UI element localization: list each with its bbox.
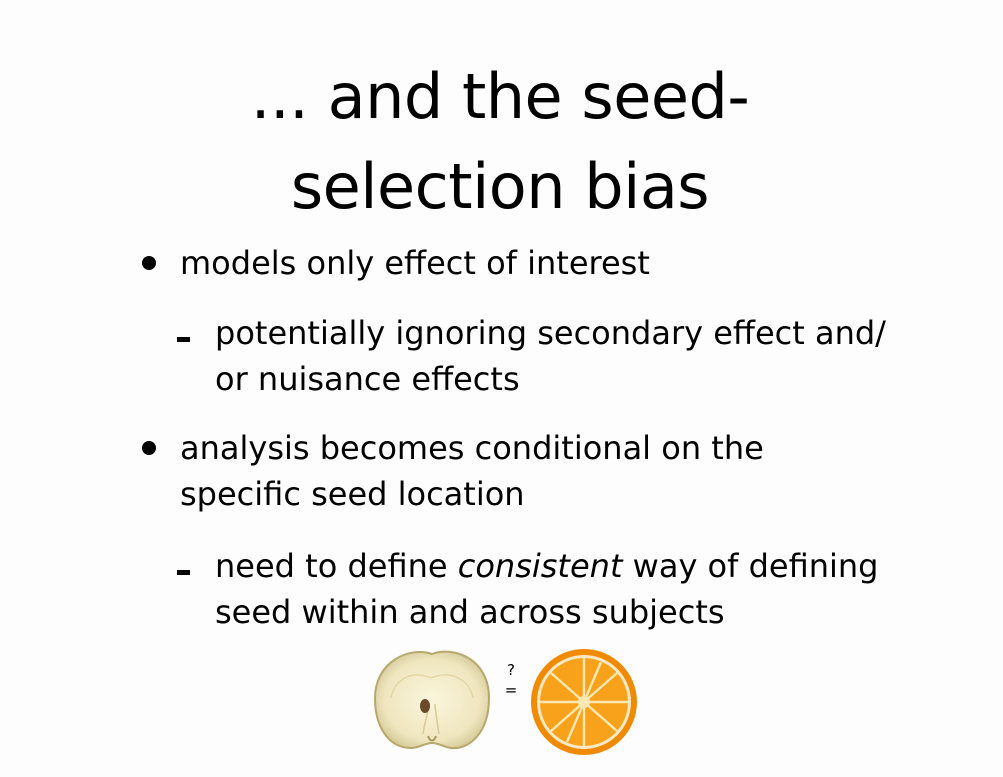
sub-bullet-2-emphasis: consistent [457,547,623,585]
sub-bullet-1: potentially ignoring secondary effect an… [215,310,915,402]
bullet-2-line-1: analysis becomes conditional on the [180,429,764,467]
sub-bullet-dash [177,337,190,342]
bullet-dot [142,441,156,455]
apple-image [373,650,491,750]
sub-bullet-2: need to define consistent way of definin… [215,543,915,635]
bullet-1: models only effect of interest [180,240,650,286]
bullet-2: analysis becomes conditional on the spec… [180,425,764,517]
sub-bullet-2-text-pre: need to define [215,547,458,585]
sub-bullet-1-line-2: or nuisance effects [215,360,520,398]
comparison-symbol: ? = [503,660,519,700]
question-mark: ? [507,661,515,679]
sub-bullet-2-text-post: way of defining [622,547,879,585]
bullet-2-line-2: specific seed location [180,475,525,513]
equals-sign: = [504,681,518,699]
title-line-1: ... and the seed- [250,60,750,133]
sub-bullet-dash [177,570,190,575]
sub-bullet-2-line-2: seed within and across subjects [215,593,725,631]
sub-bullet-1-line-1: potentially ignoring secondary effect an… [215,314,886,352]
bullet-dot [142,256,156,270]
sub-bullet-2-line-1: need to define consistent way of definin… [215,543,915,589]
title-line-2: selection bias [290,150,710,223]
bullet-1-text: models only effect of interest [180,244,650,282]
slide-title: ... and the seed- selection bias [100,52,900,232]
orange-image [531,649,637,755]
